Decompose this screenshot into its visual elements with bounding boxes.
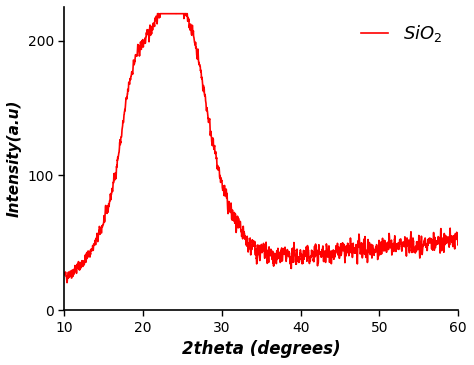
Legend: $SiO_2$: $SiO_2$ — [354, 16, 449, 51]
X-axis label: 2theta (degrees): 2theta (degrees) — [182, 340, 341, 358]
Y-axis label: Intensity(a.u): Intensity(a.u) — [7, 100, 22, 217]
